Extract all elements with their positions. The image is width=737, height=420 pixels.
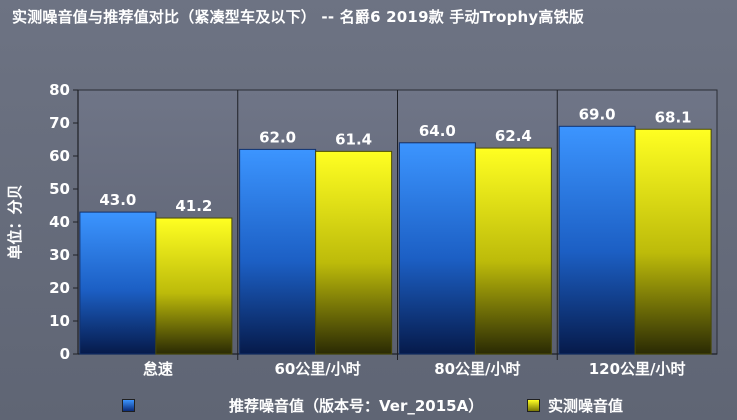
y-tick-label: 80: [49, 81, 70, 99]
legend-item-measured: 实测噪音值: [527, 395, 623, 416]
bar-measured: [155, 217, 233, 355]
data-label-recommended: 43.0: [99, 191, 136, 209]
category-label: 怠速: [143, 360, 173, 378]
legend-label-recommended: 推荐噪音值（版本号：Ver_2015A）: [229, 397, 484, 415]
bar-recommended: [239, 148, 317, 355]
y-tick-label: 0: [60, 345, 70, 363]
legend-swatch-recommended: [122, 399, 135, 412]
bar-recommended: [558, 125, 636, 355]
legend-item-recommended: 推荐噪音值（版本号：Ver_2015A）: [122, 395, 483, 416]
category-label: 80公里/小时: [434, 360, 520, 378]
y-tick-label: 10: [49, 312, 70, 330]
y-tick-label: 30: [49, 246, 70, 264]
legend-label-measured: 实测噪音值: [548, 397, 624, 415]
y-tick-label: 20: [49, 279, 70, 297]
y-tick-label: 60: [49, 147, 70, 165]
y-tick-label: 70: [49, 114, 70, 132]
y-axis-label: 单位：分贝: [6, 184, 24, 259]
data-label-measured: 68.1: [655, 108, 692, 126]
data-label-recommended: 62.0: [259, 128, 296, 146]
x-axis: 怠速 60公里/小时 80公里/小时 120公里/小时: [78, 90, 717, 378]
category-label: 120公里/小时: [589, 360, 686, 378]
bar-recommended: [79, 211, 157, 355]
bar-recommended: [398, 142, 476, 355]
bar-measured: [315, 150, 393, 355]
data-label-measured: 41.2: [175, 197, 212, 215]
category-label: 60公里/小时: [274, 360, 360, 378]
bars: [79, 125, 712, 355]
bar-measured: [634, 128, 712, 355]
data-label-measured: 61.4: [335, 130, 372, 148]
legend: 推荐噪音值（版本号：Ver_2015A） 实测噪音值: [0, 395, 737, 417]
data-label-measured: 62.4: [495, 127, 532, 145]
y-axis: 0 10 20 30 40 50 60 70 80: [49, 81, 79, 363]
data-label-recommended: 64.0: [419, 122, 456, 140]
legend-swatch-measured: [527, 399, 540, 412]
data-label-recommended: 69.0: [579, 105, 616, 123]
bar-measured: [474, 147, 552, 355]
value-labels: 43.0 41.2 62.0 61.4 64.0 62.4 69.0 68.1: [99, 105, 691, 215]
chart-title: 实测噪音值与推荐值对比（紧凑型车及以下） -- 名爵6 2019款 手动Trop…: [12, 8, 585, 26]
y-tick-label: 50: [49, 180, 70, 198]
y-tick-label: 40: [49, 213, 70, 231]
